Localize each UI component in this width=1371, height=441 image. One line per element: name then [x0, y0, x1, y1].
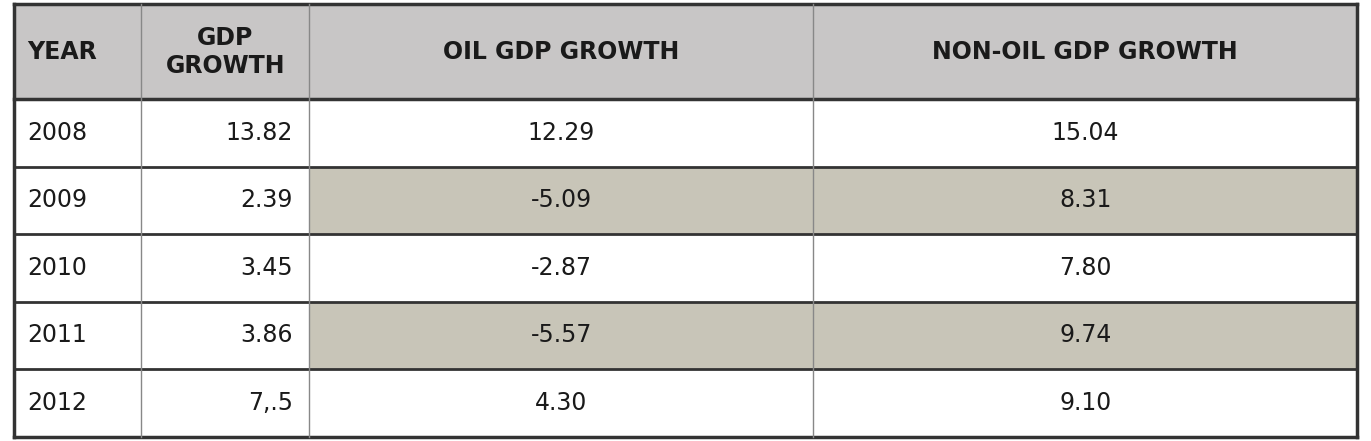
Bar — [310, 4, 813, 99]
Text: 2011: 2011 — [27, 323, 88, 348]
Bar — [14, 369, 141, 437]
Text: 2009: 2009 — [27, 188, 88, 213]
Text: YEAR: YEAR — [27, 40, 97, 64]
Text: 7,.5: 7,.5 — [248, 391, 293, 415]
Bar — [310, 369, 813, 437]
Text: 3.45: 3.45 — [240, 256, 293, 280]
Bar — [310, 99, 813, 167]
Text: 3.86: 3.86 — [240, 323, 293, 348]
Bar — [813, 4, 1357, 99]
Text: 2008: 2008 — [27, 121, 88, 145]
Text: 2.39: 2.39 — [240, 188, 293, 213]
Bar — [813, 234, 1357, 302]
Bar — [310, 167, 813, 234]
Bar — [141, 99, 310, 167]
Text: 9.10: 9.10 — [1058, 391, 1112, 415]
Bar — [14, 167, 141, 234]
Text: 9.74: 9.74 — [1058, 323, 1112, 348]
Bar — [813, 369, 1357, 437]
Bar — [813, 302, 1357, 369]
Bar — [141, 234, 310, 302]
Text: 2012: 2012 — [27, 391, 88, 415]
Text: -5.57: -5.57 — [531, 323, 592, 348]
Bar — [141, 302, 310, 369]
Text: 8.31: 8.31 — [1058, 188, 1112, 213]
Bar — [141, 369, 310, 437]
Text: 15.04: 15.04 — [1052, 121, 1119, 145]
Bar — [14, 99, 141, 167]
Text: -5.09: -5.09 — [531, 188, 592, 213]
Text: 2010: 2010 — [27, 256, 88, 280]
Text: GDP
GROWTH: GDP GROWTH — [166, 26, 285, 78]
Bar — [310, 302, 813, 369]
Bar — [813, 167, 1357, 234]
Bar — [813, 99, 1357, 167]
Text: 7.80: 7.80 — [1058, 256, 1112, 280]
Text: -2.87: -2.87 — [531, 256, 592, 280]
Bar — [310, 234, 813, 302]
Text: NON-OIL GDP GROWTH: NON-OIL GDP GROWTH — [932, 40, 1238, 64]
Bar — [14, 4, 141, 99]
Text: 12.29: 12.29 — [528, 121, 595, 145]
Text: OIL GDP GROWTH: OIL GDP GROWTH — [443, 40, 680, 64]
Bar — [141, 167, 310, 234]
Text: 4.30: 4.30 — [535, 391, 587, 415]
Text: 13.82: 13.82 — [225, 121, 293, 145]
Bar — [141, 4, 310, 99]
Bar — [14, 234, 141, 302]
Bar — [14, 302, 141, 369]
